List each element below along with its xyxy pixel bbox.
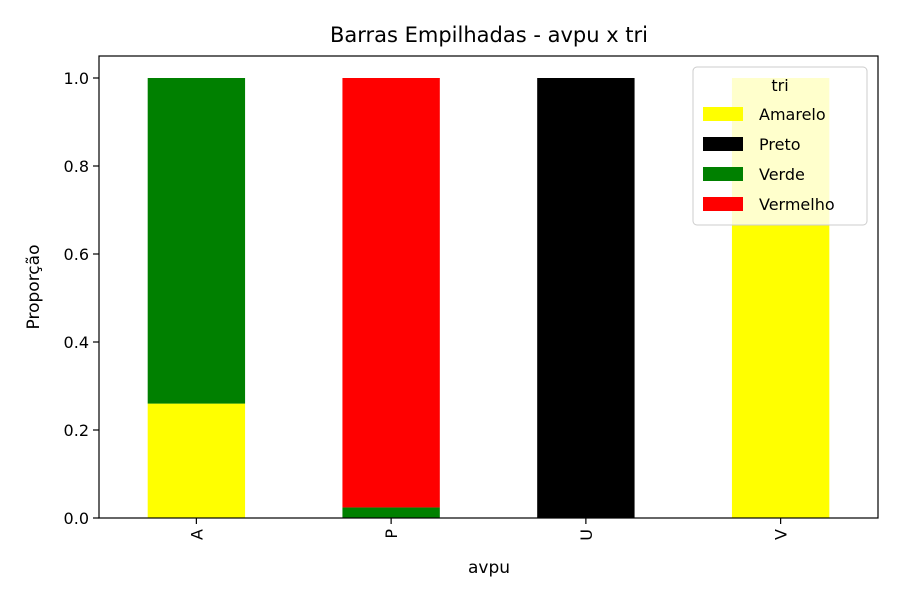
legend-label-verde: Verde xyxy=(759,165,805,184)
bar-segment-A-verde xyxy=(147,78,246,404)
legend: tri Amarelo Preto Verde Vermelho xyxy=(692,66,868,226)
x-tick-label: V xyxy=(772,529,791,540)
legend-title: tri xyxy=(771,76,788,95)
y-axis: 0.0 0.2 0.4 0.6 0.8 1.0 xyxy=(64,69,99,528)
bar-segment-U-preto xyxy=(537,78,635,518)
legend-swatch-preto xyxy=(703,137,743,151)
legend-swatch-amarelo xyxy=(703,107,743,121)
legend-label-vermelho: Vermelho xyxy=(759,195,835,214)
x-axis-label: avpu xyxy=(468,558,510,578)
legend-label-amarelo: Amarelo xyxy=(759,105,826,124)
chart-title: Barras Empilhadas - avpu x tri xyxy=(330,23,648,47)
bar-segment-A-amarelo xyxy=(147,403,246,518)
plot-frame xyxy=(98,55,879,519)
legend-box xyxy=(692,66,868,226)
legend-swatch-vermelho xyxy=(703,197,743,211)
bar-segment-P-verde xyxy=(342,507,440,518)
y-tick-label: 0.0 xyxy=(64,509,89,528)
legend-swatch-verde xyxy=(703,167,743,181)
y-tick-label: 0.8 xyxy=(64,157,89,176)
y-tick-label: 1.0 xyxy=(64,69,89,88)
y-tick-label: 0.6 xyxy=(64,245,89,264)
x-tick-label: U xyxy=(577,529,596,541)
x-tick-label: P xyxy=(382,529,401,539)
bar-segment-P-vermelho xyxy=(342,78,440,508)
y-axis-label: Proporção xyxy=(24,245,44,330)
y-tick-label: 0.2 xyxy=(64,421,89,440)
x-tick-label: A xyxy=(187,529,206,540)
legend-label-preto: Preto xyxy=(759,135,801,154)
y-tick-label: 0.4 xyxy=(64,333,89,352)
